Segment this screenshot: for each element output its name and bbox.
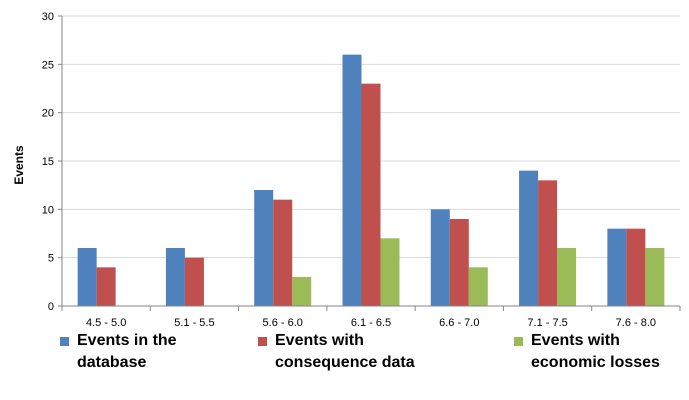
bar-events-with-consequence-data-2	[273, 200, 292, 306]
bar-events-with-consequence-data-1	[185, 258, 204, 306]
x-tick-label: 5.1 - 5.5	[174, 317, 214, 329]
bar-events-in-the-database-4	[431, 209, 450, 306]
bar-events-with-consequence-data-4	[450, 219, 469, 306]
bar-events-with-consequence-data-5	[538, 180, 557, 306]
bar-chart: 0 5 10 15 20 25 30 4.5 - 5.0 5.1 - 5.5 5.6 - 6.0…	[0, 0, 689, 330]
bar-events-in-the-database-2	[254, 190, 273, 306]
bar-events-with-consequence-data-6	[626, 229, 645, 306]
y-tick-label: 5	[48, 253, 54, 265]
legend: Events in the database Events with conse…	[0, 330, 689, 400]
x-tick-label: 4.5 - 5.0	[86, 317, 126, 329]
bar-events-with-economic-losses-5	[557, 248, 576, 306]
legend-swatch-consequence	[258, 337, 267, 346]
y-tick-label: 10	[42, 204, 54, 216]
legend-item-database: Events in the database	[60, 330, 207, 374]
bar-events-with-economic-losses-4	[469, 267, 488, 306]
legend-label-consequence: Events with consequence data	[275, 330, 425, 374]
x-tick-label: 6.1 - 6.5	[351, 317, 391, 329]
bar-events-in-the-database-1	[166, 248, 185, 306]
x-tick-labels: 4.5 - 5.0 5.1 - 5.5 5.6 - 6.0 6.1 - 6.5 6.6 …	[86, 317, 656, 329]
legend-swatch-database	[60, 337, 69, 346]
bar-events-in-the-database-5	[519, 171, 538, 306]
y-axis-label: Events	[12, 145, 26, 185]
bar-events-with-consequence-data-0	[97, 267, 116, 306]
bar-events-in-the-database-3	[343, 55, 362, 306]
bar-events-with-consequence-data-3	[362, 84, 381, 306]
bar-events-with-economic-losses-2	[292, 277, 311, 306]
bar-events-with-economic-losses-3	[381, 238, 400, 306]
legend-label-database: Events in the database	[77, 330, 207, 374]
legend-swatch-economic	[514, 337, 523, 346]
y-tick-label: 15	[42, 156, 54, 168]
y-tick-labels: 0 5 10 15 20 25 30	[42, 11, 54, 313]
y-tick-label: 25	[42, 59, 54, 71]
x-tick-label: 7.1 - 7.5	[527, 317, 567, 329]
bar-events-in-the-database-0	[78, 248, 97, 306]
legend-label-economic: Events with economic losses	[531, 330, 681, 374]
x-tick-label: 6.6 - 7.0	[439, 317, 479, 329]
y-tick-label: 0	[48, 301, 54, 313]
bars	[78, 55, 665, 306]
x-tick-label: 7.6 - 8.0	[616, 317, 656, 329]
bar-events-in-the-database-6	[607, 229, 626, 306]
bar-events-with-economic-losses-6	[645, 248, 664, 306]
y-tick-label: 30	[42, 11, 54, 23]
x-tick-label: 5.6 - 6.0	[263, 317, 303, 329]
y-tick-label: 20	[42, 108, 54, 120]
legend-item-consequence: Events with consequence data	[258, 330, 425, 374]
legend-item-economic: Events with economic losses	[514, 330, 681, 374]
